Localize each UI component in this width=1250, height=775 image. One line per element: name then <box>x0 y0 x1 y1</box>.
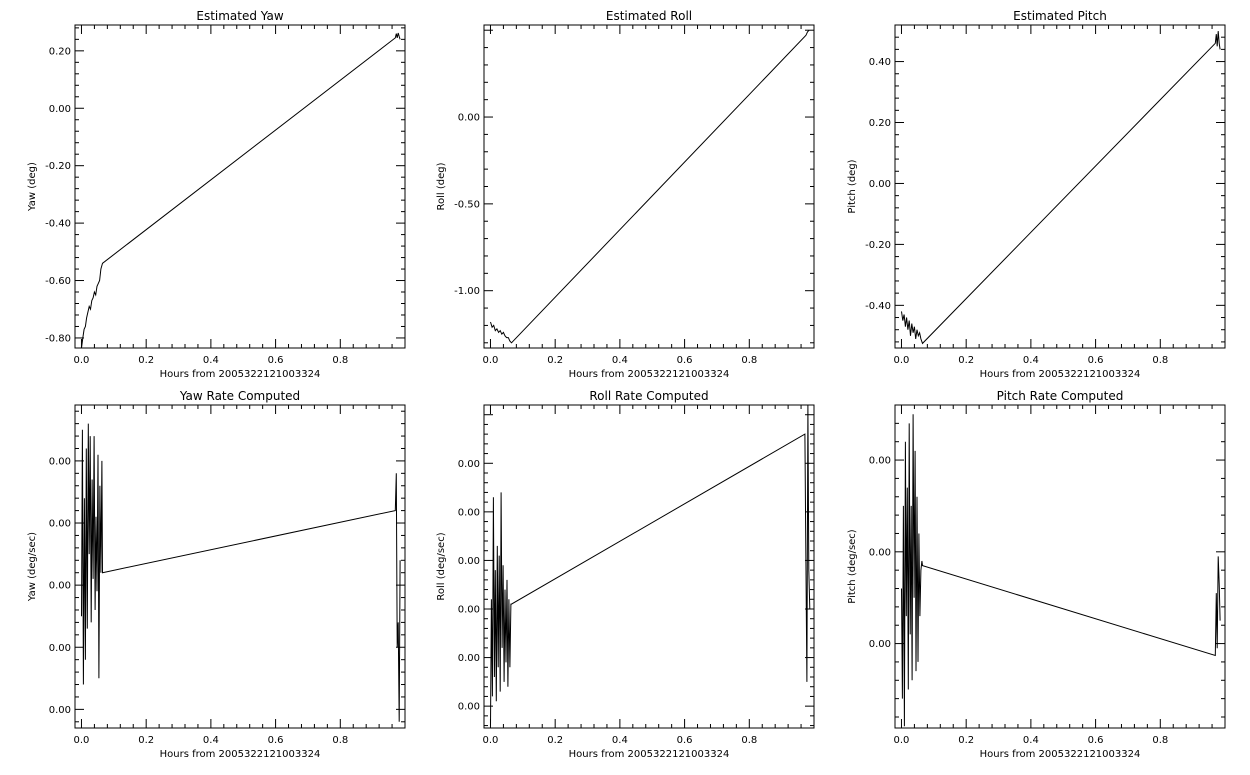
chart-1: Estimated Yaw Hours from 2005322121003324… <box>27 9 406 380</box>
chart-5-y-axis-label: Roll (deg/sec) <box>436 532 447 600</box>
chart-3-x-tick-label: 0.4 <box>1023 355 1039 366</box>
chart-4-x-tick-label: 0.0 <box>74 735 90 746</box>
chart-5-y-tick-label: 0.00 <box>458 605 480 616</box>
chart-4-y-tick-label: 0.00 <box>49 456 71 467</box>
chart-4-x-axis-label: Hours from 2005322121003324 <box>160 749 321 760</box>
chart-3-plot-frame <box>894 24 1226 349</box>
chart-3-x-tick-label: 0.0 <box>894 355 910 366</box>
chart-3-y-tick-label: -0.40 <box>865 301 891 312</box>
chart-6-x-axis-label: Hours from 2005322121003324 <box>980 749 1141 760</box>
chart-2-title: Estimated Roll <box>606 9 692 23</box>
chart-4-x-tick-label: 0.4 <box>203 735 219 746</box>
chart-6-title: Pitch Rate Computed <box>997 389 1124 403</box>
chart-1-y-axis-label: Yaw (deg) <box>27 162 38 212</box>
chart-2-plot-frame <box>483 24 815 349</box>
chart-1-y-tick-label: 0.00 <box>49 104 71 115</box>
chart-5-plot-frame <box>483 404 815 729</box>
chart-2: Estimated Roll Hours from 200532212100332… <box>436 9 815 380</box>
chart-6-x-tick-label: 0.8 <box>1152 735 1168 746</box>
chart-6-x-tick-label: 0.4 <box>1023 735 1039 746</box>
chart-1-series-line <box>81 32 401 349</box>
chart-6-x-tick-label: 0.6 <box>1088 735 1104 746</box>
chart-2-x-tick-label: 0.6 <box>677 355 693 366</box>
chart-4-y-tick-label: 0.00 <box>49 581 71 592</box>
chart-1-y-tick-label: -0.60 <box>45 276 71 287</box>
chart-3-series-line <box>901 31 1221 345</box>
chart-1-x-tick-label: 0.8 <box>332 355 348 366</box>
chart-2-y-tick-label: 0.00 <box>458 113 480 124</box>
chart-5-y-tick-label: 0.00 <box>458 653 480 664</box>
chart-5-x-tick-label: 0.2 <box>547 735 563 746</box>
chart-3: Estimated Pitch Hours from 20053221210033… <box>847 9 1226 380</box>
chart-6-x-tick-label: 0.0 <box>894 735 910 746</box>
chart-1-y-tick-label: -0.80 <box>45 333 71 344</box>
chart-6-series-line <box>901 414 1221 727</box>
chart-3-x-tick-label: 0.6 <box>1088 355 1104 366</box>
chart-2-x-tick-label: 0.0 <box>483 355 499 366</box>
chart-5-x-tick-label: 0.4 <box>612 735 628 746</box>
chart-5-title: Roll Rate Computed <box>589 389 708 403</box>
chart-5-x-axis-label: Hours from 2005322121003324 <box>569 749 730 760</box>
chart-4-y-axis-label: Yaw (deg/sec) <box>27 532 38 602</box>
chart-4-y-tick-label: 0.00 <box>49 519 71 530</box>
chart-4-x-tick-label: 0.2 <box>138 735 154 746</box>
chart-5-x-tick-label: 0.0 <box>483 735 499 746</box>
chart-6: Pitch Rate Computed Hours from 2005322121… <box>847 389 1226 760</box>
chart-5-x-tick-label: 0.6 <box>677 735 693 746</box>
chart-2-x-axis-label: Hours from 2005322121003324 <box>569 369 730 380</box>
chart-3-y-tick-label: -0.20 <box>865 240 891 251</box>
chart-3-y-axis-label: Pitch (deg) <box>847 159 858 213</box>
chart-2-y-axis-label: Roll (deg) <box>436 162 447 210</box>
chart-3-y-tick-label: 0.40 <box>869 57 891 68</box>
chart-6-y-tick-label: 0.00 <box>869 456 891 467</box>
chart-4-title: Yaw Rate Computed <box>179 389 300 403</box>
chart-1-title: Estimated Yaw <box>196 9 283 23</box>
chart-2-y-tick-label: -1.00 <box>454 286 480 297</box>
chart-6-plot-frame <box>894 404 1226 729</box>
chart-1-y-tick-label: -0.20 <box>45 161 71 172</box>
chart-3-x-axis-label: Hours from 2005322121003324 <box>980 369 1141 380</box>
chart-5-series-line <box>490 404 811 726</box>
chart-4-y-tick-label: 0.00 <box>49 705 71 716</box>
chart-2-series-line <box>490 29 810 344</box>
chart-1-x-axis-label: Hours from 2005322121003324 <box>160 369 321 380</box>
chart-1-y-tick-label: -0.40 <box>45 219 71 230</box>
chart-5-x-tick-label: 0.8 <box>741 735 757 746</box>
chart-2-y-tick-label: -0.50 <box>454 199 480 210</box>
chart-3-title: Estimated Pitch <box>1013 9 1107 23</box>
chart-4-plot-frame <box>74 404 406 729</box>
chart-4-y-tick-label: 0.00 <box>49 643 71 654</box>
chart-1-plot-frame <box>74 24 406 349</box>
chart-3-y-tick-label: 0.20 <box>869 118 891 129</box>
chart-5-y-tick-label: 0.00 <box>458 556 480 567</box>
chart-5-y-tick-label: 0.00 <box>458 702 480 713</box>
chart-5-y-tick-label: 0.00 <box>458 507 480 518</box>
chart-1-x-tick-label: 0.6 <box>268 355 284 366</box>
chart-2-x-tick-label: 0.2 <box>547 355 563 366</box>
chart-3-x-tick-label: 0.2 <box>958 355 974 366</box>
chart-4: Yaw Rate Computed Hours from 200532212100… <box>27 389 406 760</box>
chart-4-series-line <box>81 423 401 722</box>
chart-2-x-tick-label: 0.8 <box>741 355 757 366</box>
chart-3-y-tick-label: 0.00 <box>869 179 891 190</box>
chart-6-y-tick-label: 0.00 <box>869 547 891 558</box>
chart-5-y-tick-label: 0.00 <box>458 459 480 470</box>
chart-5: Roll Rate Computed Hours from 20053221210… <box>436 389 815 760</box>
chart-1-y-tick-label: 0.20 <box>49 46 71 57</box>
chart-2-x-tick-label: 0.4 <box>612 355 628 366</box>
chart-6-x-tick-label: 0.2 <box>958 735 974 746</box>
chart-1-x-tick-label: 0.2 <box>138 355 154 366</box>
chart-6-y-tick-label: 0.00 <box>869 639 891 650</box>
chart-1-x-tick-label: 0.0 <box>74 355 90 366</box>
chart-4-x-tick-label: 0.8 <box>332 735 348 746</box>
chart-1-x-tick-label: 0.4 <box>203 355 219 366</box>
chart-3-x-tick-label: 0.8 <box>1152 355 1168 366</box>
chart-6-y-axis-label: Pitch (deg/sec) <box>847 529 858 604</box>
chart-4-x-tick-label: 0.6 <box>268 735 284 746</box>
